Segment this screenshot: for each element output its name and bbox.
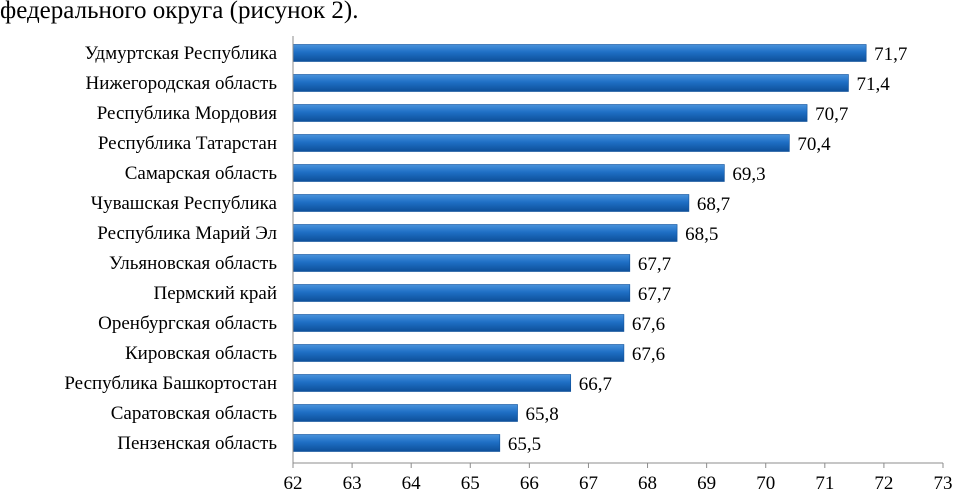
category-label-5: Самарская область <box>125 163 278 184</box>
category-label-7: Республика Марий Эл <box>97 223 277 244</box>
value-label-12: 66,7 <box>579 374 612 395</box>
bar-10 <box>292 314 625 332</box>
category-label-10: Оренбургская область <box>98 313 277 334</box>
value-label-14: 65,5 <box>508 434 541 455</box>
x-tick-label-72: 72 <box>874 473 893 493</box>
x-tick-label-69: 69 <box>697 473 716 493</box>
bar-3 <box>292 104 808 122</box>
bar-8 <box>292 254 631 272</box>
category-label-8: Ульяновская область <box>109 253 277 274</box>
category-label-3: Республика Мордовия <box>97 103 278 124</box>
bar-4 <box>292 134 790 152</box>
category-label-6: Чувашская Республика <box>91 193 278 214</box>
value-label-6: 68,7 <box>697 194 730 215</box>
category-label-14: Пензенская область <box>117 433 277 454</box>
bar-12 <box>292 374 572 392</box>
bar-2 <box>292 74 849 92</box>
header-text: федерального округа (рисунок 2). <box>0 0 359 24</box>
x-tick-label-62: 62 <box>284 473 303 493</box>
x-tick-label-71: 71 <box>815 473 834 493</box>
category-label-13: Саратовская область <box>111 403 278 424</box>
value-label-9: 67,7 <box>638 284 671 305</box>
value-label-8: 67,7 <box>638 254 671 275</box>
bar-5 <box>292 164 725 182</box>
bar-6 <box>292 194 690 212</box>
value-label-5: 69,3 <box>732 164 765 185</box>
value-label-2: 71,4 <box>856 74 890 95</box>
x-tick-label-70: 70 <box>756 473 775 493</box>
category-label-4: Республика Татарстан <box>98 133 277 154</box>
bar-11 <box>292 344 625 362</box>
value-label-1: 71,7 <box>874 44 907 65</box>
bar-9 <box>292 284 631 302</box>
category-label-9: Пермский край <box>154 283 277 304</box>
category-label-1: Удмуртская Республика <box>85 43 278 64</box>
category-label-2: Нижегородская область <box>86 73 278 94</box>
value-label-13: 65,8 <box>526 404 559 425</box>
value-label-3: 70,7 <box>815 104 848 125</box>
bar-1 <box>292 44 867 62</box>
x-tick-label-73: 73 <box>934 473 953 493</box>
bar-7 <box>292 224 678 242</box>
bar-14 <box>292 434 501 452</box>
x-tick-label-65: 65 <box>461 473 480 493</box>
category-label-12: Республика Башкортостан <box>64 373 277 394</box>
value-label-7: 68,5 <box>685 224 718 245</box>
category-label-11: Кировская область <box>125 343 277 364</box>
value-label-4: 70,4 <box>797 134 831 155</box>
value-label-10: 67,6 <box>632 314 665 335</box>
x-tick-label-63: 63 <box>343 473 362 493</box>
x-tick-label-66: 66 <box>520 473 539 493</box>
value-label-11: 67,6 <box>632 344 665 365</box>
bar-13 <box>292 404 518 422</box>
x-tick-label-64: 64 <box>402 473 422 493</box>
x-tick-label-67: 67 <box>579 473 598 493</box>
x-tick-label-68: 68 <box>638 473 657 493</box>
